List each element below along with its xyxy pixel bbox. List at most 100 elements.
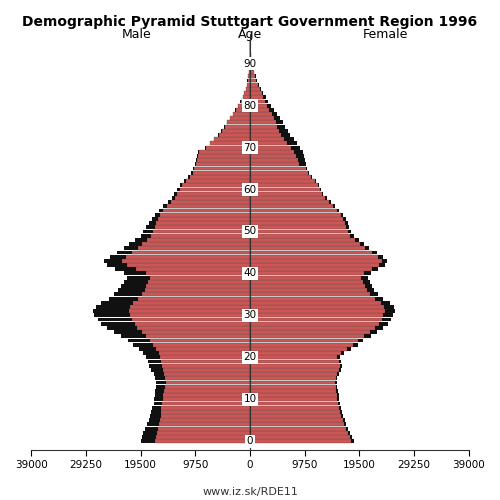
Title: Demographic Pyramid Stuttgart Government Region 1996: Demographic Pyramid Stuttgart Government… [22, 15, 477, 29]
Bar [96, 305, 130, 309]
Bar [298, 158, 306, 162]
Bar [339, 368, 341, 372]
Bar [337, 393, 338, 397]
Bar [243, 96, 250, 99]
Bar [172, 196, 174, 200]
Bar [166, 380, 250, 384]
Bar [250, 414, 341, 418]
Bar [198, 150, 199, 154]
Bar [94, 314, 130, 318]
Bar [210, 142, 250, 146]
Bar [250, 242, 360, 246]
Bar [274, 116, 280, 120]
Bar [262, 91, 264, 95]
Text: Age: Age [238, 28, 262, 40]
Bar [128, 338, 150, 342]
Bar [340, 213, 343, 216]
Bar [156, 347, 250, 351]
Text: 40: 40 [244, 268, 256, 278]
Bar [124, 280, 148, 283]
Bar [121, 284, 146, 288]
Bar [147, 238, 250, 242]
Bar [250, 171, 308, 174]
Bar [382, 318, 392, 322]
Bar [318, 184, 319, 188]
Bar [152, 410, 161, 414]
Bar [250, 150, 294, 154]
Bar [193, 166, 194, 170]
Bar [250, 431, 348, 434]
Bar [194, 162, 196, 166]
Bar [255, 74, 256, 78]
Text: 70: 70 [244, 142, 256, 152]
Bar [361, 276, 368, 280]
Bar [130, 314, 250, 318]
Bar [98, 318, 132, 322]
Bar [124, 246, 138, 250]
Bar [281, 133, 290, 137]
Bar [250, 87, 260, 91]
Bar [250, 246, 365, 250]
Bar [250, 426, 346, 430]
Bar [344, 221, 348, 225]
Bar [343, 217, 346, 221]
Bar [163, 393, 250, 397]
Bar [350, 234, 354, 237]
Bar [372, 250, 376, 254]
Bar [250, 221, 344, 225]
Bar [250, 292, 370, 296]
Bar [250, 268, 372, 271]
Bar [250, 347, 347, 351]
Bar [364, 272, 370, 276]
Bar [379, 322, 388, 326]
Bar [160, 356, 250, 359]
Bar [162, 364, 250, 368]
Bar [180, 188, 250, 192]
Bar [138, 246, 250, 250]
Bar [233, 112, 250, 116]
Bar [198, 154, 250, 158]
Bar [348, 230, 352, 234]
Bar [184, 179, 186, 183]
Bar [160, 418, 250, 422]
Bar [154, 393, 163, 397]
Bar [130, 305, 250, 309]
Bar [296, 154, 304, 158]
Bar [164, 208, 250, 212]
Bar [145, 426, 158, 430]
Bar [250, 372, 338, 376]
Bar [249, 70, 250, 74]
Bar [180, 184, 182, 188]
Bar [190, 175, 250, 179]
Bar [250, 192, 322, 196]
Bar [250, 380, 336, 384]
Bar [250, 213, 340, 216]
Bar [260, 87, 261, 91]
Bar [154, 372, 164, 376]
Bar [250, 280, 363, 283]
Bar [250, 112, 272, 116]
Bar [154, 213, 160, 216]
Bar [250, 108, 270, 112]
Bar [164, 389, 250, 393]
Bar [188, 175, 190, 179]
Bar [250, 284, 364, 288]
Text: 20: 20 [244, 352, 256, 362]
Bar [250, 402, 338, 406]
Bar [163, 204, 168, 208]
Bar [264, 96, 266, 99]
Bar [250, 226, 346, 229]
Bar [320, 188, 321, 192]
Bar [250, 330, 370, 334]
Bar [93, 309, 129, 313]
Bar [186, 179, 250, 183]
Bar [250, 175, 310, 179]
Bar [341, 414, 343, 418]
Bar [250, 322, 379, 326]
Bar [250, 384, 336, 388]
Bar [148, 418, 160, 422]
Bar [340, 364, 342, 368]
Bar [355, 238, 360, 242]
Bar [144, 431, 156, 434]
Bar [250, 360, 339, 364]
